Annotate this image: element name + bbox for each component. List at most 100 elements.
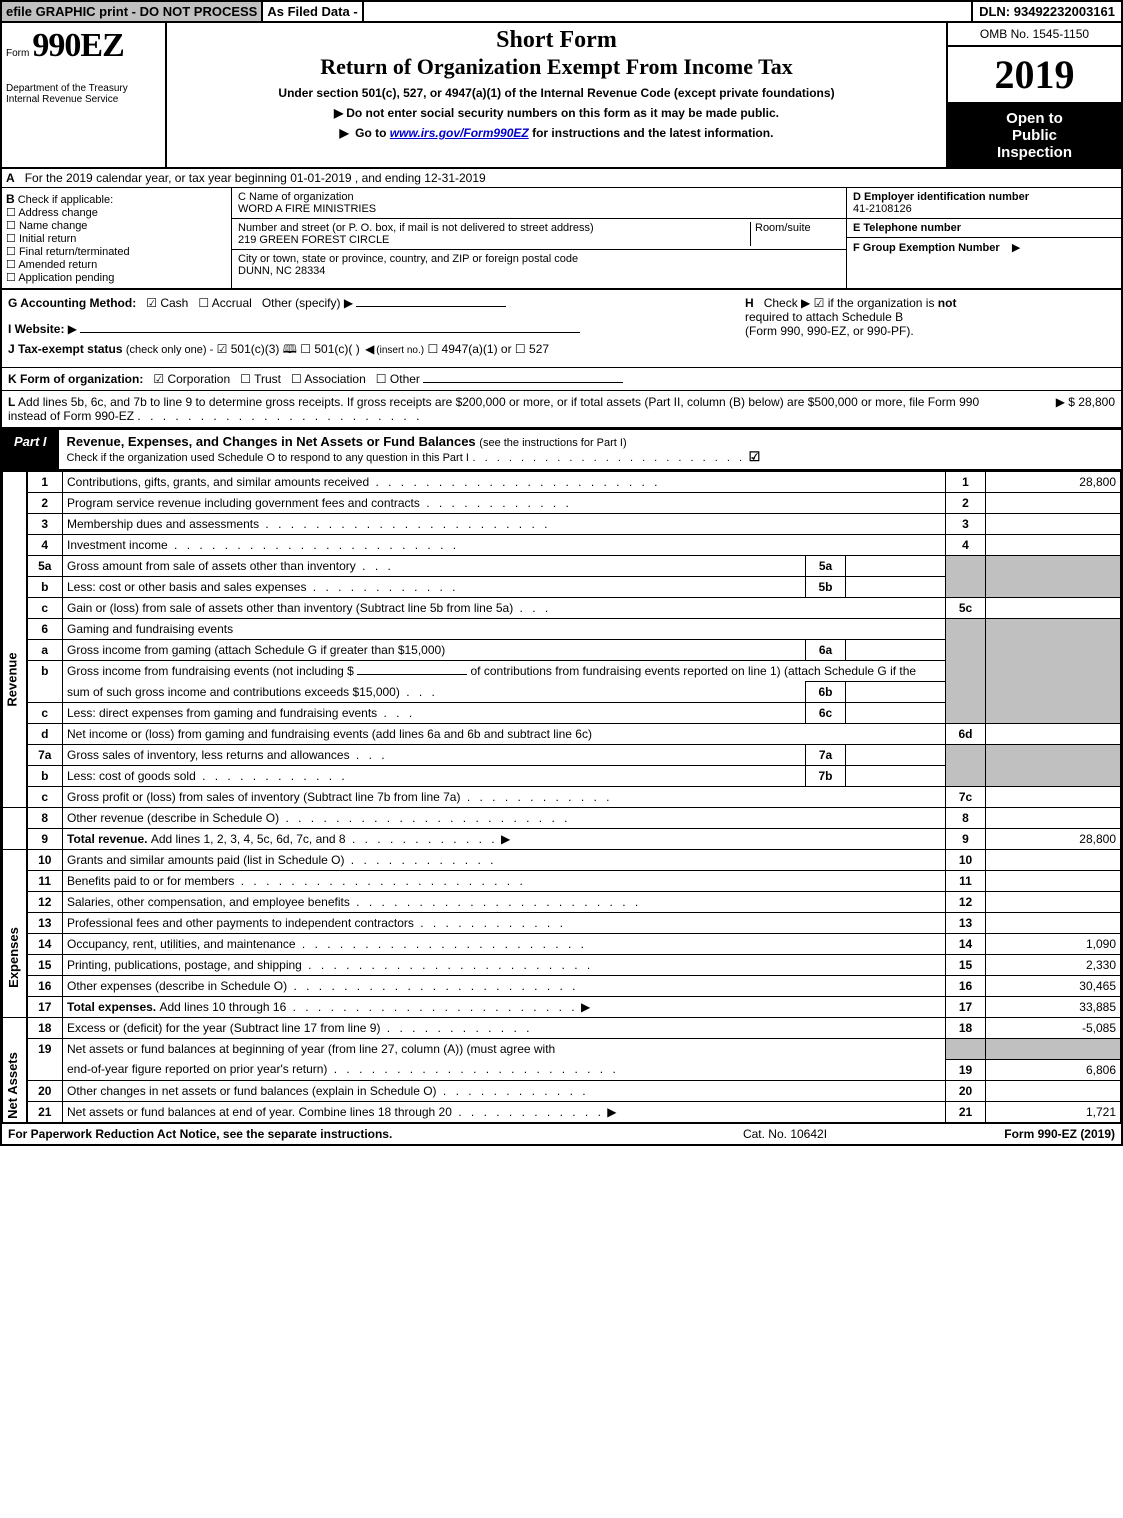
subtitle: Under section 501(c), 527, or 4947(a)(1)…	[175, 86, 938, 100]
section-a-text: For the 2019 calendar year, or tax year …	[25, 171, 486, 185]
form-ref: Form 990-EZ (2019)	[915, 1127, 1115, 1141]
address-label: Number and street (or P. O. box, if mail…	[238, 222, 750, 234]
tax-year: 2019	[948, 47, 1121, 104]
checkbox-pending[interactable]: ☐	[6, 272, 16, 284]
h-section: H Check ▶ ☑ if the organization is not r…	[745, 296, 1115, 361]
paperwork-notice: For Paperwork Reduction Act Notice, see …	[8, 1127, 655, 1141]
checkbox-501c3[interactable]: ☑	[217, 342, 228, 356]
header-row: Form 990EZ Department of the Treasury In…	[2, 23, 1121, 169]
goto-link-row: Go to www.irs.gov/Form990EZ for instruct…	[175, 126, 938, 140]
form-page: efile GRAPHIC print - DO NOT PROCESS As …	[0, 0, 1123, 1146]
help-icon[interactable]: 🕮	[283, 342, 297, 356]
checkbox-final[interactable]: ☐	[6, 246, 16, 258]
column-c: C Name of organization WORD A FIRE MINIS…	[232, 188, 846, 288]
part1-label: Part I	[2, 430, 59, 469]
part1-header: Part I Revenue, Expenses, and Changes in…	[2, 428, 1121, 471]
check-if-applicable: Check if applicable:	[18, 194, 113, 206]
revenue-table: Revenue 1 Contributions, gifts, grants, …	[2, 471, 1121, 1123]
h-label: H	[745, 296, 754, 310]
city-row: City or town, state or province, country…	[232, 250, 846, 280]
column-d: D Employer identification number 41-2108…	[846, 188, 1121, 288]
as-filed-label: As Filed Data -	[263, 2, 363, 21]
line9-amount: 28,800	[986, 829, 1121, 850]
checkbox-address[interactable]: ☐	[6, 207, 16, 219]
g-label: G Accounting Method:	[8, 296, 136, 310]
city-value: DUNN, NC 28334	[238, 265, 840, 277]
expenses-sidebar: Expenses	[3, 850, 27, 1018]
address-row: Number and street (or P. O. box, if mail…	[232, 219, 846, 250]
l-label: L	[8, 395, 15, 409]
dln: DLN: 93492232003161	[971, 2, 1121, 21]
room-label: Room/suite	[755, 222, 840, 234]
checkbox-amended[interactable]: ☐	[6, 259, 16, 271]
org-name-value: WORD A FIRE MINISTRIES	[238, 203, 840, 215]
ein-row: D Employer identification number 41-2108…	[847, 188, 1121, 219]
telephone-label: E Telephone number	[853, 222, 1115, 234]
address-value: 219 GREEN FOREST CIRCLE	[238, 234, 750, 246]
section-a-label: A	[6, 171, 15, 185]
col-b-hdr: B	[6, 192, 15, 206]
footer: For Paperwork Reduction Act Notice, see …	[2, 1123, 1121, 1144]
part1-desc: Revenue, Expenses, and Changes in Net As…	[59, 430, 1121, 469]
checkbox-cash[interactable]: ☑	[146, 296, 157, 310]
checkbox-h[interactable]: ☑	[814, 296, 825, 310]
line18-amount: -5,085	[986, 1018, 1121, 1039]
goto-suffix: for instructions and the latest informat…	[532, 126, 773, 140]
j-label: J Tax-exempt status	[8, 342, 123, 356]
checkbox-4947[interactable]: ☐	[427, 342, 438, 356]
checkbox-other[interactable]: ☐	[376, 372, 387, 386]
revenue-sidebar: Revenue	[3, 472, 27, 808]
checkbox-assoc[interactable]: ☐	[291, 372, 302, 386]
line15-amount: 2,330	[986, 955, 1121, 976]
checkbox-527[interactable]: ☐	[515, 342, 526, 356]
ein-label: D Employer identification number	[853, 191, 1115, 203]
checkbox-accrual[interactable]: ☐	[198, 296, 209, 310]
omb-number: OMB No. 1545-1150	[948, 23, 1121, 47]
form-prefix: Form	[6, 48, 29, 59]
line1-amount: 28,800	[986, 472, 1121, 493]
column-b: B Check if applicable: ☐ Address change …	[2, 188, 232, 288]
org-name-label: C Name of organization	[238, 191, 840, 203]
checkbox-corp[interactable]: ☑	[153, 372, 164, 386]
line17-amount: 33,885	[986, 997, 1121, 1018]
row-g: G Accounting Method: ☑ Cash ☐ Accrual Ot…	[2, 290, 1121, 368]
dln-label: DLN:	[979, 4, 1010, 19]
line16-amount: 30,465	[986, 976, 1121, 997]
group-exemption-label: F Group Exemption Number	[853, 242, 1000, 254]
line19-amount: 6,806	[986, 1059, 1121, 1080]
no-ssn-notice: Do not enter social security numbers on …	[175, 106, 938, 120]
form-column: Form 990EZ Department of the Treasury In…	[2, 23, 167, 167]
top-bar: efile GRAPHIC print - DO NOT PROCESS As …	[2, 2, 1121, 23]
goto-prefix: Go to	[355, 126, 386, 140]
ein-value: 41-2108126	[853, 203, 1115, 215]
form-number: 990EZ	[32, 27, 123, 64]
title-column: Short Form Return of Organization Exempt…	[167, 23, 946, 167]
checkbox-501c[interactable]: ☐	[300, 342, 311, 356]
info-grid: B Check if applicable: ☐ Address change …	[2, 188, 1121, 290]
line14-amount: 1,090	[986, 934, 1121, 955]
checkbox-trust[interactable]: ☐	[240, 372, 251, 386]
title-short-form: Short Form	[175, 27, 938, 54]
telephone-row: E Telephone number	[847, 219, 1121, 238]
dept-irs: Internal Revenue Service	[6, 94, 161, 105]
group-exemption-row: F Group Exemption Number ▶	[847, 238, 1121, 288]
row-l: L Add lines 5b, 6c, and 7b to line 9 to …	[2, 391, 1121, 428]
cat-number: Cat. No. 10642I	[655, 1127, 915, 1141]
netassets-sidebar: Net Assets	[3, 1018, 27, 1123]
dln-value: 93492232003161	[1014, 4, 1115, 19]
i-label: I Website:	[8, 322, 64, 336]
line21-amount: 1,721	[986, 1101, 1121, 1122]
checkbox-name[interactable]: ☐	[6, 220, 16, 232]
efile-banner: efile GRAPHIC print - DO NOT PROCESS	[2, 2, 263, 21]
title-return: Return of Organization Exempt From Incom…	[175, 54, 938, 80]
section-a: A For the 2019 calendar year, or tax yea…	[2, 169, 1121, 188]
city-label: City or town, state or province, country…	[238, 253, 840, 265]
top-spacer	[364, 2, 971, 21]
checkbox-part1-schedo[interactable]: ☑	[749, 449, 761, 464]
right-column: OMB No. 1545-1150 2019 Open to Public In…	[946, 23, 1121, 167]
row-k: K Form of organization: ☑ Corporation ☐ …	[2, 368, 1121, 391]
open-inspection-box: Open to Public Inspection	[948, 104, 1121, 167]
irs-link[interactable]: www.irs.gov/Form990EZ	[390, 126, 529, 140]
l-amount: $ 28,800	[1068, 395, 1115, 409]
checkbox-initial[interactable]: ☐	[6, 233, 16, 245]
